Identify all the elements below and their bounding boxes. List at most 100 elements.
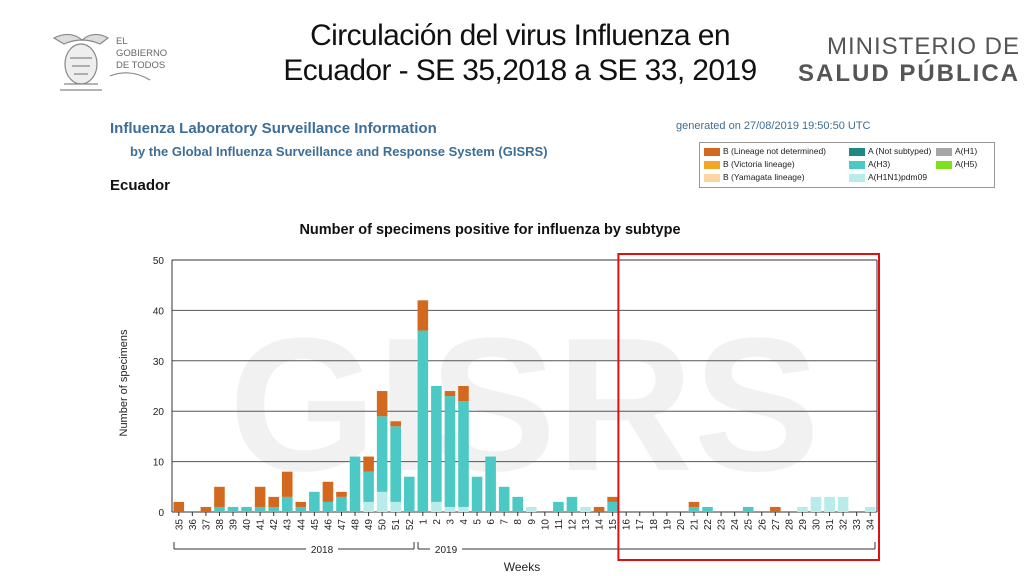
chart-legend: B (Lineage not determined) B (Victoria l…: [699, 142, 995, 188]
x-tick-label: 1: [418, 519, 429, 525]
x-tick-label: 43: [283, 519, 294, 531]
x-tick-label: 27: [771, 519, 782, 531]
legend-item-b-victoria: B (Victoria lineage): [704, 159, 795, 170]
bar-segment: [309, 491, 320, 512]
x-tick-label: 34: [866, 519, 877, 531]
bar-segment: [214, 486, 225, 507]
x-tick-label: 24: [730, 519, 741, 531]
bar-segment: [498, 486, 510, 512]
x-tick-label: 11: [554, 519, 565, 530]
bar-segment: [525, 506, 537, 512]
bar-segment: [417, 300, 429, 331]
x-tick-label: 49: [364, 519, 375, 531]
y-tick-label: 20: [153, 407, 165, 418]
bar-segment: [281, 496, 293, 512]
y-tick-label: 40: [153, 306, 165, 317]
x-tick-label: 45: [310, 519, 321, 531]
bar-segment: [295, 506, 307, 512]
x-tick-label: 40: [242, 519, 253, 531]
bar-segment: [227, 506, 239, 512]
bar-segment: [837, 496, 849, 512]
bar-segment: [770, 506, 781, 512]
x-tick-label: 19: [662, 519, 673, 531]
generated-timestamp: generated on 27/08/2019 19:50:50 UTC: [676, 120, 871, 132]
bar-segment: [485, 456, 496, 512]
legend-item-a-h3: A(H3): [849, 159, 890, 170]
x-tick-label: 37: [201, 519, 212, 531]
x-tick-label: 33: [852, 519, 863, 531]
bar-segment: [444, 506, 456, 512]
bar-segment: [688, 506, 700, 512]
x-tick-label: 8: [513, 519, 524, 525]
bar-segment: [797, 506, 808, 512]
x-tick-label: 48: [351, 519, 362, 531]
legend-item-b-lineage-nd: B (Lineage not determined): [704, 146, 826, 157]
year-label-bg: [306, 543, 339, 555]
bar-segment: [376, 416, 388, 492]
x-tick-label: 44: [296, 519, 307, 531]
year-label: 2018: [311, 545, 334, 556]
x-tick-label: 41: [256, 519, 267, 531]
x-tick-label: 14: [595, 519, 606, 531]
bar-segment: [431, 501, 442, 512]
bar-segment: [363, 501, 374, 512]
x-tick-label: 10: [540, 519, 551, 531]
bar-segment: [471, 476, 483, 512]
bar-segment: [363, 471, 374, 502]
x-tick-label: 47: [337, 519, 348, 531]
bar-segment: [322, 481, 334, 502]
bar-segment: [241, 506, 252, 512]
legend-item-a-h1n1pdm09: A(H1N1)pdm09: [849, 172, 927, 183]
legend-item-a-h1: A(H1): [936, 146, 977, 157]
bar-segment: [607, 496, 618, 502]
highlight-box: [617, 253, 881, 561]
legend-swatch: [704, 160, 720, 169]
x-tick-label: 6: [486, 519, 497, 525]
x-tick-label: 28: [784, 519, 795, 531]
x-tick-label: 20: [676, 519, 687, 531]
x-tick-label: 2: [432, 519, 443, 525]
legend-swatch: [704, 147, 720, 156]
x-tick-label: 50: [378, 519, 389, 531]
x-tick-label: 36: [188, 519, 199, 531]
bar-segment: [336, 496, 347, 512]
y-tick-label: 10: [153, 458, 165, 469]
x-tick-label: 4: [459, 519, 470, 525]
bar-segment: [214, 506, 225, 512]
chart-title: Number of specimens positive for influen…: [299, 222, 681, 238]
x-tick-label: 9: [527, 519, 538, 525]
bar-segment: [254, 506, 266, 512]
x-tick-label: 5: [473, 519, 484, 525]
bar-segment: [512, 496, 524, 512]
bar-segment: [295, 501, 307, 507]
gisrs-watermark: GISRS: [229, 299, 820, 511]
bar-segment: [593, 506, 605, 512]
bar-segment: [390, 421, 401, 427]
legend-swatch: [849, 173, 865, 182]
legend-item-a-h5: A(H5): [936, 159, 977, 170]
x-tick-label: 39: [229, 519, 240, 531]
x-tick-label: 23: [717, 519, 728, 531]
bar-segment: [553, 501, 564, 512]
bar-segment: [281, 471, 293, 497]
legend-item-a-not-subtyped: A (Not subtyped): [849, 146, 931, 157]
y-tick-label: 50: [153, 256, 165, 267]
x-tick-label: 46: [323, 519, 334, 531]
bar-segment: [349, 456, 361, 512]
x-tick-label: 26: [757, 519, 768, 531]
legend-swatch: [704, 173, 720, 182]
country-name: Ecuador: [110, 177, 171, 194]
x-tick-label: 21: [689, 519, 700, 531]
x-tick-label: 38: [215, 519, 226, 531]
bar-segment: [431, 386, 442, 502]
x-tick-label: 17: [635, 519, 646, 531]
bar-segment: [336, 491, 347, 497]
bar-segment: [363, 456, 374, 472]
x-tick-label: 3: [445, 519, 456, 525]
bar-segment: [810, 496, 822, 512]
bar-segment: [268, 496, 279, 507]
bar-segment: [322, 501, 334, 512]
ministerio-logo: MINISTERIO DE SALUD PÚBLICA: [798, 33, 1020, 88]
y-tick-label: 0: [158, 508, 164, 519]
bar-segment: [458, 401, 469, 507]
